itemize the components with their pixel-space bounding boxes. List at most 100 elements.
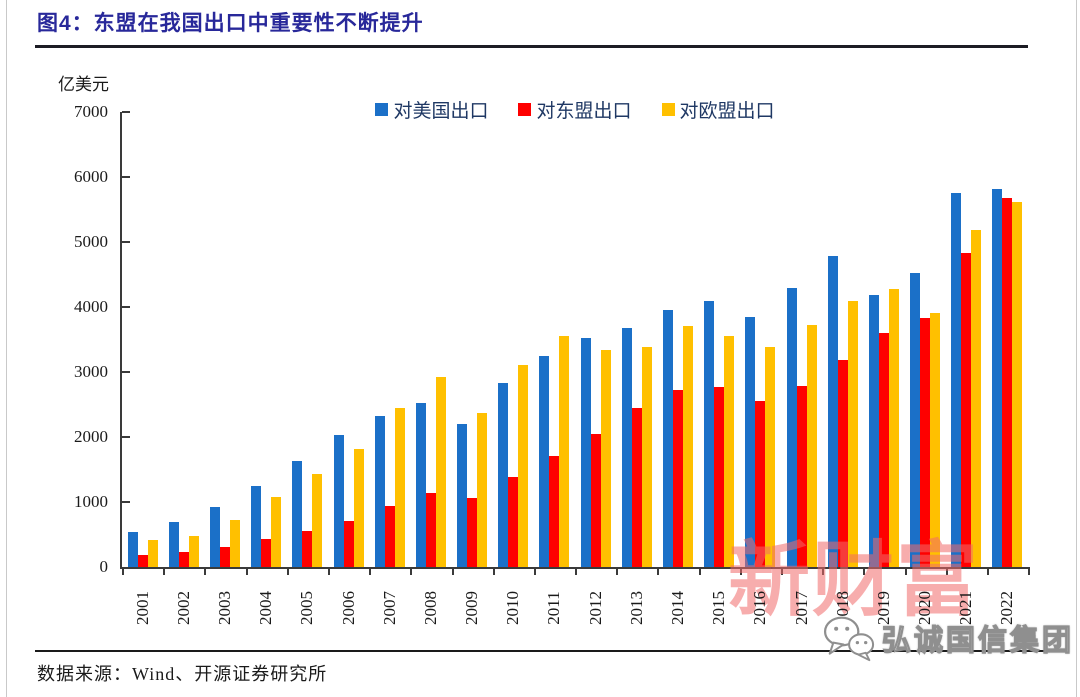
- x-axis-tick: [575, 567, 577, 575]
- x-axis-label-2020: 2020: [915, 591, 934, 625]
- bar-eu-2011: [559, 335, 570, 567]
- bar-us-2001: [127, 531, 138, 567]
- y-axis-tick: [122, 111, 130, 113]
- page-border-left: [6, 0, 7, 697]
- x-axis-tick: [945, 567, 948, 575]
- bar-asean-2009: [467, 497, 477, 567]
- x-axis-label-2017: 2017: [791, 591, 811, 625]
- legend-label-eu: 对欧盟出口: [679, 100, 775, 122]
- x-axis-tick: [163, 567, 166, 575]
- bar-asean-2002: [178, 551, 189, 567]
- x-axis-tick: [698, 567, 701, 575]
- bar-asean-2016: [755, 400, 766, 567]
- x-axis-label-2006: 2006: [338, 591, 358, 625]
- bar-asean-2007: [384, 505, 395, 567]
- bar-asean-2020: [920, 317, 930, 567]
- y-axis-tick: [122, 436, 130, 438]
- bar-eu-2017: [806, 324, 817, 567]
- x-axis-label-2008: 2008: [420, 591, 440, 625]
- bar-asean-2019: [878, 333, 889, 567]
- x-axis-label-2007: 2007: [379, 591, 399, 625]
- x-axis-label-2021: 2021: [956, 591, 976, 625]
- figure-title: 图4：东盟在我国出口中重要性不断提升: [37, 12, 424, 35]
- x-axis-tick: [986, 567, 989, 575]
- source-divider-line: [35, 650, 1045, 652]
- bar-us-2018: [827, 256, 838, 567]
- legend-swatch-asean: [518, 102, 532, 116]
- bar-eu-2013: [641, 346, 652, 567]
- x-axis-label-2014: 2014: [668, 591, 687, 625]
- bar-eu-2006: [353, 448, 364, 567]
- watermark-brand: 弘诚国信集团: [822, 614, 1074, 662]
- x-axis-label-2005: 2005: [297, 591, 317, 625]
- legend-label-asean: 对东盟出口: [536, 100, 632, 122]
- bar-eu-2012: [600, 350, 611, 567]
- bar-us-2009: [457, 423, 467, 567]
- bar-eu-2001: [147, 540, 158, 567]
- legend-item-us: 对美国出口: [375, 96, 488, 123]
- bar-us-2013: [621, 327, 632, 567]
- y-axis-label-1000: 1000: [74, 492, 108, 511]
- bar-us-2010: [498, 382, 509, 567]
- y-axis-label-2000: 2000: [74, 427, 108, 446]
- data-source-text: 数据来源：Wind、开源证券研究所: [37, 664, 328, 684]
- x-axis-label-2013: 2013: [626, 591, 646, 625]
- x-axis-tick: [904, 567, 907, 575]
- title-underline: [35, 45, 1028, 48]
- bar-asean-2013: [631, 408, 642, 567]
- y-axis-tick: [122, 371, 130, 373]
- x-axis-label-2010: 2010: [503, 591, 523, 625]
- bar-eu-2008: [435, 376, 446, 567]
- x-axis-label-2009: 2009: [462, 591, 481, 625]
- x-axis-tick: [122, 567, 124, 575]
- x-axis-line: [120, 567, 1028, 569]
- x-axis-label-2018: 2018: [832, 591, 852, 625]
- bar-eu-2022: [1012, 201, 1023, 567]
- x-axis-tick: [780, 567, 783, 575]
- bar-us-2022: [992, 188, 1003, 567]
- y-axis-line: [120, 112, 122, 569]
- watermark-brand-text: 弘诚国信集团: [881, 624, 1075, 657]
- bar-eu-2007: [394, 407, 405, 567]
- legend-swatch-us: [375, 102, 389, 116]
- legend-label-us: 对美国出口: [393, 100, 489, 122]
- x-axis-tick: [616, 567, 619, 575]
- y-axis-label-5000: 5000: [74, 232, 108, 251]
- x-axis-tick: [822, 567, 825, 575]
- bar-eu-2003: [230, 520, 240, 567]
- bar-eu-2010: [518, 364, 529, 567]
- legend-swatch-eu: [661, 102, 675, 116]
- bar-us-2012: [580, 338, 591, 567]
- chart-legend: 对美国出口 对东盟出口 对欧盟出口: [122, 96, 1028, 123]
- x-axis-label-2016: 2016: [750, 591, 770, 625]
- bar-asean-2012: [590, 434, 601, 567]
- page-border-right: [1076, 0, 1077, 697]
- bar-us-2019: [868, 294, 879, 567]
- chart-plot-area: 2001 2002 2003 2004 2005 2006 2007 2008 2009 2010…: [122, 112, 1030, 625]
- bar-us-2007: [374, 415, 385, 567]
- x-axis-tick: [410, 567, 413, 575]
- bar-us-2014: [663, 309, 673, 567]
- x-axis-label-2012: 2012: [585, 591, 605, 625]
- bar-us-2016: [745, 316, 756, 567]
- y-axis-label-7000: 7000: [74, 102, 108, 121]
- bar-us-2015: [704, 301, 715, 567]
- x-axis-label-2015: 2015: [709, 591, 729, 625]
- y-axis-tick: [122, 501, 130, 503]
- y-axis-label-4000: 4000: [74, 297, 108, 316]
- bar-asean-2011: [549, 456, 560, 567]
- x-axis-label-2019: 2019: [873, 591, 893, 625]
- bar-us-2002: [168, 521, 179, 567]
- bar-eu-2009: [477, 413, 487, 567]
- bar-eu-2014: [683, 325, 693, 567]
- x-axis-tick: [1028, 567, 1030, 575]
- bar-eu-2021: [971, 230, 982, 567]
- legend-item-asean: 对东盟出口: [518, 96, 632, 123]
- bar-asean-2001: [137, 555, 148, 567]
- bar-asean-2018: [837, 359, 848, 567]
- x-axis-tick: [863, 567, 866, 575]
- bar-eu-2019: [888, 288, 899, 567]
- bar-us-2006: [333, 434, 344, 567]
- bar-us-2003: [210, 506, 220, 567]
- x-axis-tick: [657, 567, 660, 575]
